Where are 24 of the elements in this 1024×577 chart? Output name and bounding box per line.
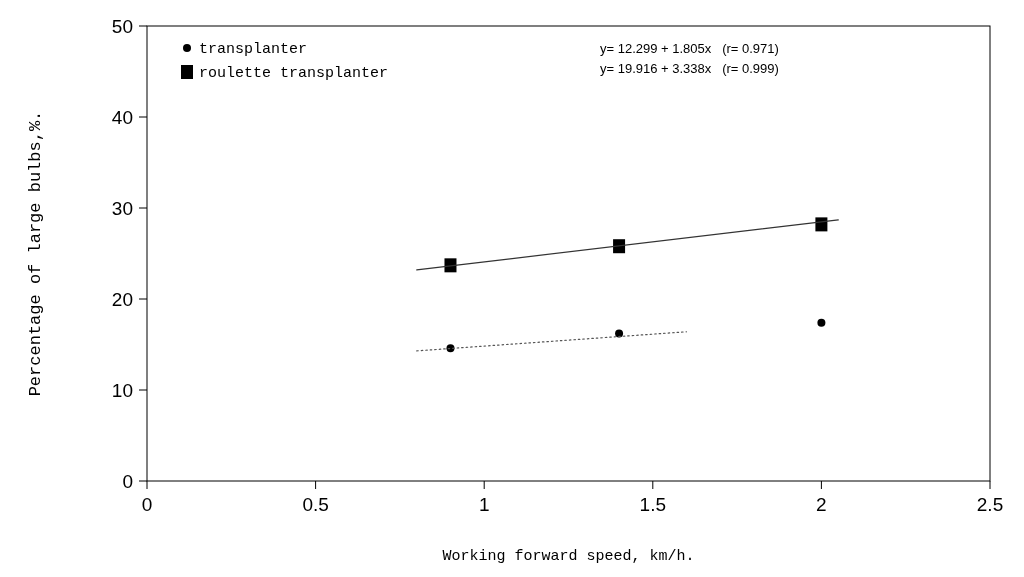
x-tick-label: 1.5 <box>639 494 667 515</box>
y-tick-label: 0 <box>122 470 133 492</box>
x-tick-label: 1 <box>478 494 490 515</box>
point <box>615 329 624 338</box>
point <box>446 344 455 353</box>
x-tick-label: 2 <box>816 494 827 515</box>
point <box>444 258 457 273</box>
legend-label: transplanter <box>199 41 308 59</box>
x-axis-title: Working forward speed, km/h. <box>442 548 695 565</box>
y-tick-label: 20 <box>111 288 133 310</box>
point <box>613 239 626 254</box>
x-tick-label: 0 <box>141 494 153 515</box>
legend-label: roulette transplanter <box>199 65 389 83</box>
x-tick-label: 2.5 <box>976 494 1004 515</box>
y-axis-title: Percentage of large bulbs,%. <box>26 110 45 397</box>
annotation: y= 12.299 + 1.805x (r= 0.971) <box>600 40 779 56</box>
point <box>815 217 828 232</box>
y-tick-label: 50 <box>111 15 133 37</box>
y-tick-label: 30 <box>111 197 133 219</box>
point <box>817 318 826 327</box>
annotation: y= 19.916 + 3.338x (r= 0.999) <box>600 60 779 76</box>
y-tick-label: 10 <box>111 379 133 401</box>
y-tick-label: 40 <box>111 106 133 128</box>
x-tick-label: 0.5 <box>302 494 329 515</box>
